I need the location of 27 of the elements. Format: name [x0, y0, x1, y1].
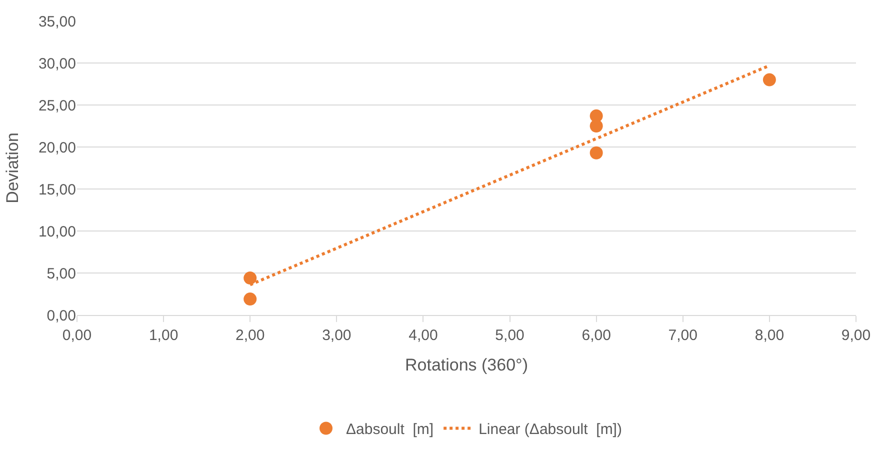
y-tick-label: 35,00: [38, 13, 76, 30]
x-axis-title: Rotations (360°): [404, 355, 528, 374]
x-tick-label: 5,00: [495, 327, 524, 344]
y-tick-label: 5,00: [46, 265, 76, 282]
y-tick-label: 30,00: [38, 55, 76, 72]
x-tick-label: 2,00: [236, 327, 265, 344]
y-tick-label: 25,00: [38, 97, 76, 114]
x-tick-label: 9,00: [841, 327, 871, 344]
point: [244, 292, 257, 306]
x-tick-label: 3,00: [322, 327, 352, 344]
x-tick-label: 8,00: [754, 327, 784, 344]
x-tick-label: 1,00: [148, 327, 178, 344]
y-tick-label: 0,00: [46, 307, 76, 324]
point: [244, 272, 257, 285]
x-tick-label: 6,00: [582, 327, 611, 344]
legend-label: Linear (Δabsoult [m]): [478, 421, 622, 438]
x-tick-label: 4,00: [408, 327, 438, 344]
point: [590, 120, 603, 132]
legend-label: Δabsoult [m]: [346, 421, 434, 438]
point: [590, 146, 603, 160]
x-tick-label: 7,00: [668, 327, 698, 344]
point: [762, 73, 776, 86]
x-tick-label: 0,00: [62, 327, 92, 344]
y-axis-title: Deviation: [3, 132, 22, 204]
y-tick-label: 15,00: [38, 181, 76, 198]
y-tick-label: 20,00: [38, 139, 76, 156]
y-tick-label: 10,00: [38, 223, 76, 240]
